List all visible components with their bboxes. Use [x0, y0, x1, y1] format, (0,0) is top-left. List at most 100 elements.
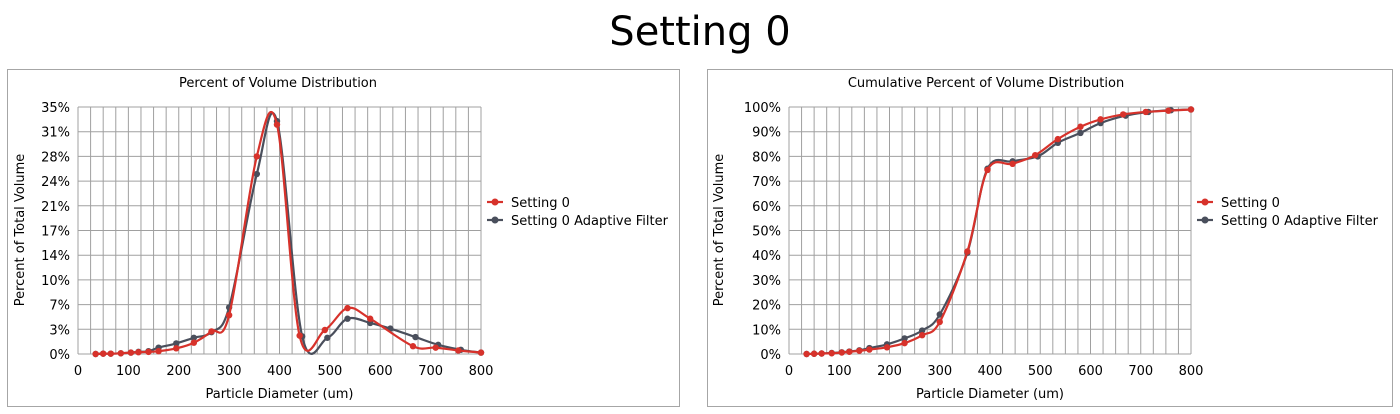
x-tick-label: 800 — [469, 364, 494, 379]
y-tick-label: 40% — [752, 249, 781, 264]
legend-label: Setting 0 Adaptive Filter — [1221, 214, 1379, 229]
data-point-series-1 — [208, 328, 215, 335]
data-point-series-2 — [190, 334, 198, 341]
data-point-series-2 — [936, 311, 943, 318]
chart-title: Cumulative Percent of Volume Distributio… — [848, 76, 1124, 91]
chart-panel-cumulative-distribution: Cumulative Percent of Volume Distributio… — [707, 69, 1393, 407]
y-tick-label: 31% — [41, 126, 70, 141]
data-point-series-1 — [432, 344, 439, 351]
data-point-series-1 — [984, 166, 991, 174]
chart-title: Percent of Volume Distribution — [179, 76, 377, 91]
data-point-series-1 — [92, 350, 99, 358]
y-tick-label: 17% — [41, 225, 70, 240]
data-point-series-1 — [1009, 160, 1016, 168]
y-tick-label: 30% — [752, 274, 781, 289]
data-point-series-1 — [883, 344, 891, 351]
y-tick-label: 60% — [752, 200, 781, 215]
data-point-series-1 — [1165, 107, 1172, 114]
data-point-series-1 — [273, 121, 281, 128]
data-point-series-1 — [190, 339, 198, 346]
y-axis-label: Percent of Total Volume — [712, 154, 727, 307]
x-tick-label: 300 — [927, 364, 952, 379]
data-point-series-1 — [107, 350, 114, 357]
y-tick-label: 70% — [752, 175, 781, 190]
x-tick-label: 500 — [317, 364, 342, 379]
y-axis-label: Percent of Total Volume — [13, 154, 28, 307]
y-tick-label: 14% — [41, 249, 70, 264]
y-tick-label: 10% — [752, 323, 781, 338]
y-tick-label: 35% — [41, 101, 70, 116]
x-axis-label: Particle Diameter (um) — [916, 387, 1064, 402]
legend-marker — [491, 216, 499, 224]
data-point-series-1 — [1032, 151, 1039, 159]
x-tick-label: 100 — [827, 364, 852, 379]
legend-label: Setting 0 — [1221, 196, 1280, 211]
y-tick-label: 3% — [49, 323, 70, 338]
x-tick-label: 0 — [785, 364, 793, 379]
data-point-series-1 — [99, 350, 107, 357]
data-point-series-1 — [866, 346, 873, 353]
x-tick-label: 800 — [1179, 364, 1204, 379]
data-point-series-2 — [918, 327, 926, 334]
x-axis-label: Particle Diameter (um) — [205, 387, 353, 402]
data-point-series-2 — [901, 335, 908, 342]
data-point-series-2 — [324, 334, 331, 341]
data-point-series-1 — [321, 326, 329, 334]
data-point-series-1 — [1097, 116, 1104, 123]
data-point-series-1 — [828, 350, 835, 357]
data-point-series-1 — [1142, 108, 1149, 116]
x-tick-label: 200 — [166, 364, 191, 379]
y-tick-label: 20% — [752, 299, 781, 314]
data-point-series-1 — [838, 349, 845, 356]
data-point-series-1 — [803, 350, 810, 358]
data-point-series-1 — [964, 248, 971, 255]
y-tick-label: 90% — [752, 126, 781, 141]
data-point-series-1 — [1054, 135, 1062, 143]
data-point-series-1 — [117, 350, 125, 357]
x-tick-label: 500 — [1028, 364, 1053, 379]
data-point-series-1 — [810, 350, 818, 357]
data-point-series-1 — [344, 304, 351, 312]
data-point-series-1 — [936, 318, 943, 326]
data-point-series-1 — [901, 339, 908, 347]
x-tick-label: 0 — [74, 364, 82, 379]
data-point-series-1 — [155, 347, 162, 355]
cumulative-distribution-chart: Cumulative Percent of Volume Distributio… — [712, 76, 1379, 402]
legend-label: Setting 0 — [511, 196, 570, 211]
chart-panel-volume-distribution: Percent of Volume Distribution 0% 3% 7% 10% 1… — [7, 69, 680, 407]
y-tick-label: 24% — [41, 175, 70, 190]
data-point-series-1 — [127, 349, 135, 356]
data-point-series-1 — [173, 345, 180, 352]
y-tick-label: 7% — [49, 299, 70, 314]
data-point-series-1 — [455, 347, 462, 354]
data-point-series-1 — [1187, 106, 1195, 113]
x-tick-label: 200 — [877, 364, 902, 379]
x-tick-label: 300 — [217, 364, 242, 379]
data-point-series-1 — [1119, 111, 1127, 118]
y-tick-label: 50% — [752, 225, 781, 240]
data-point-series-1 — [918, 332, 926, 339]
y-tick-label: 80% — [752, 150, 781, 165]
y-tick-label: 100% — [744, 101, 781, 116]
volume-distribution-chart: Percent of Volume Distribution 0% 3% 7% 10% 1… — [13, 76, 669, 402]
y-tick-label: 10% — [41, 274, 70, 289]
data-point-series-1 — [253, 153, 261, 160]
data-point-series-1 — [366, 315, 374, 322]
legend-marker — [1201, 216, 1209, 224]
data-point-series-2 — [412, 333, 419, 341]
legend-marker — [1201, 198, 1209, 206]
data-point-series-1 — [856, 347, 863, 354]
x-tick-label: 700 — [1128, 364, 1153, 379]
data-point-series-1 — [145, 348, 152, 356]
x-tick-label: 100 — [116, 364, 141, 379]
data-point-series-2 — [253, 170, 261, 178]
data-point-series-1 — [1077, 123, 1084, 130]
legend-label: Setting 0 Adaptive Filter — [511, 214, 669, 229]
data-point-series-1 — [296, 332, 303, 339]
y-tick-label: 0% — [49, 348, 70, 363]
legend-marker — [491, 198, 499, 206]
x-tick-label: 600 — [1078, 364, 1103, 379]
x-tick-label: 400 — [267, 364, 292, 379]
data-point-series-1 — [818, 350, 825, 357]
y-tick-label: 28% — [41, 150, 70, 165]
